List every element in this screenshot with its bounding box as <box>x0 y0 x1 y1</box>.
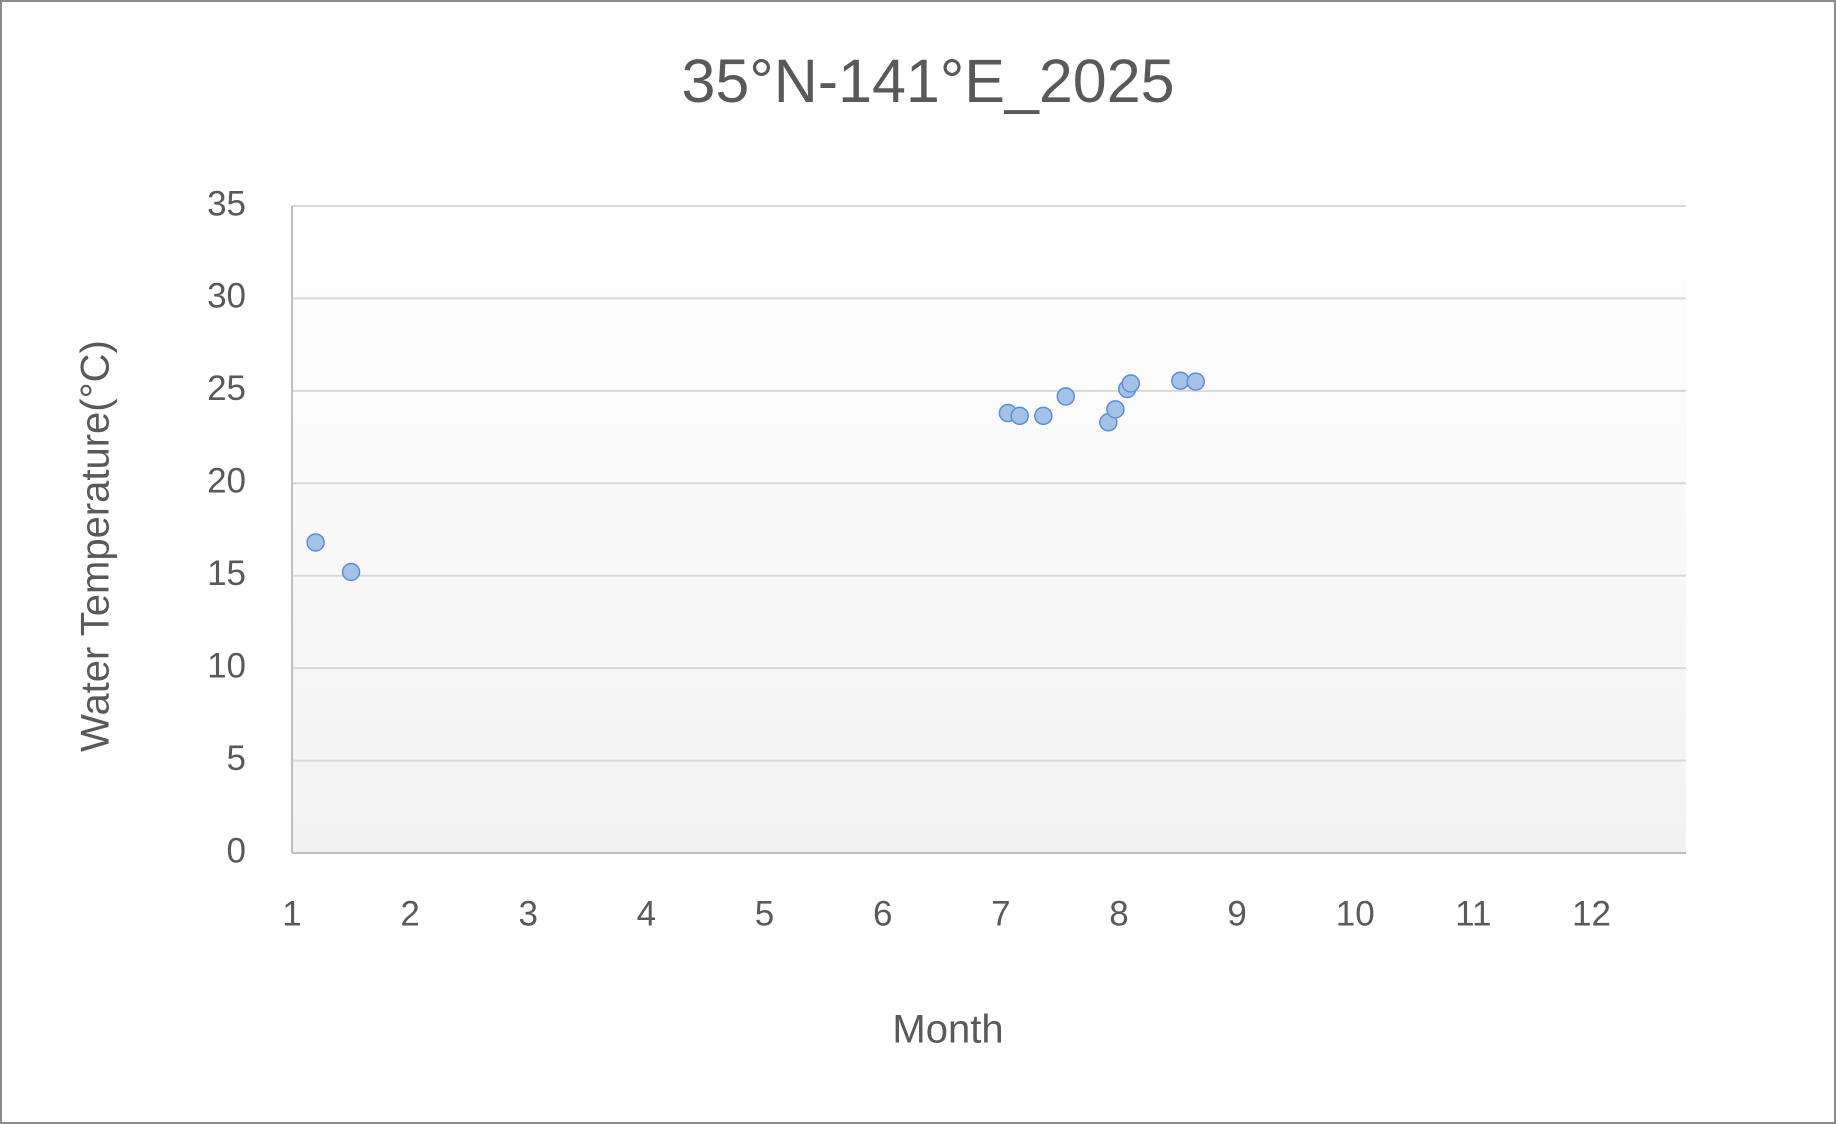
y-tick-label: 5 <box>227 739 246 778</box>
x-axis-title: Month <box>892 1008 1003 1052</box>
x-tick-label: 7 <box>991 894 1010 933</box>
y-tick-label: 35 <box>207 184 246 223</box>
x-tick-label: 12 <box>1572 894 1611 933</box>
y-tick-label: 25 <box>207 369 246 408</box>
data-point <box>341 562 361 582</box>
y-tick-label: 0 <box>227 831 246 870</box>
y-tick-label: 10 <box>207 646 246 685</box>
data-point <box>1034 406 1053 426</box>
x-tick-label: 6 <box>873 894 892 933</box>
x-tick-label: 11 <box>1455 894 1491 933</box>
chart-title: 35°N-141°E_2025 <box>681 47 1174 115</box>
x-tick-label: 8 <box>1109 894 1128 933</box>
data-point <box>1010 406 1029 426</box>
data-point <box>1056 387 1076 406</box>
x-tick-label: 2 <box>400 894 419 933</box>
y-tick-label: 15 <box>207 554 246 593</box>
y-tick-label: 20 <box>207 462 246 501</box>
plot-area <box>292 206 1686 853</box>
x-tick-label: 10 <box>1336 894 1375 933</box>
data-point <box>1121 374 1141 393</box>
x-tick-label: 9 <box>1227 894 1246 933</box>
y-tick-label: 30 <box>207 277 246 316</box>
data-point <box>306 533 325 552</box>
data-point <box>1106 400 1125 419</box>
data-point <box>1171 371 1190 390</box>
x-tick-label: 3 <box>519 894 538 933</box>
data-point <box>1186 372 1205 391</box>
y-axis-title: Water Temperature(°C) <box>74 340 118 752</box>
x-tick-label: 4 <box>637 894 656 933</box>
x-tick-label: 5 <box>755 894 774 933</box>
x-tick-label: 1 <box>282 894 301 933</box>
